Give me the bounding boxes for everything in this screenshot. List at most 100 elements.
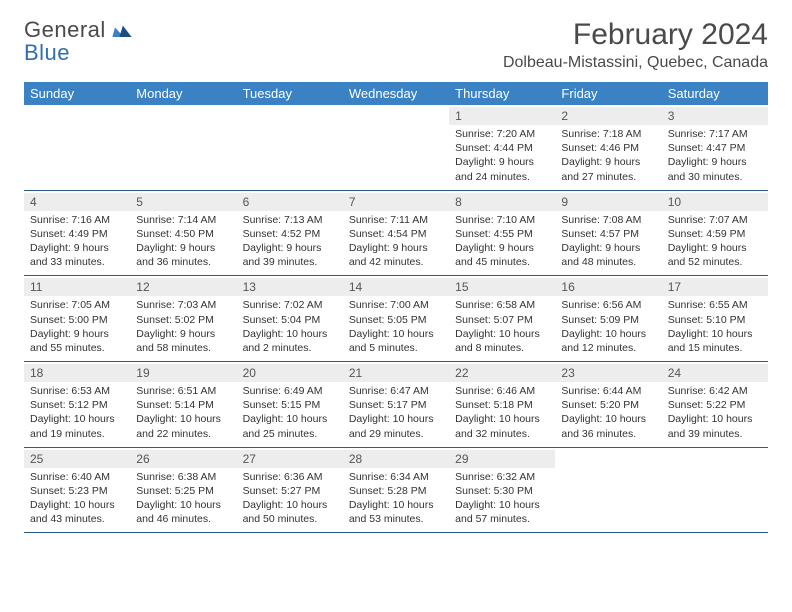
day-number: 8 — [449, 193, 555, 211]
logo-icon — [110, 17, 132, 42]
day-number: 22 — [449, 364, 555, 382]
header: GeneralBlue February 2024 Dolbeau-Mistas… — [24, 18, 768, 72]
daylight-text-2: and 27 minutes. — [561, 170, 655, 184]
daylight-text-1: Daylight: 10 hours — [243, 498, 337, 512]
day-info: Sunrise: 6:40 AMSunset: 5:23 PMDaylight:… — [30, 470, 124, 527]
daylight-text-1: Daylight: 10 hours — [668, 327, 762, 341]
calendar-cell-blank: . — [24, 105, 130, 190]
sunrise-text: Sunrise: 6:53 AM — [30, 384, 124, 398]
sunset-text: Sunset: 4:50 PM — [136, 227, 230, 241]
daylight-text-2: and 22 minutes. — [136, 427, 230, 441]
calendar: SundayMondayTuesdayWednesdayThursdayFrid… — [24, 82, 768, 533]
calendar-cell: 22Sunrise: 6:46 AMSunset: 5:18 PMDayligh… — [449, 362, 555, 447]
calendar-cell: 16Sunrise: 6:56 AMSunset: 5:09 PMDayligh… — [555, 276, 661, 361]
calendar-cell: 19Sunrise: 6:51 AMSunset: 5:14 PMDayligh… — [130, 362, 236, 447]
daylight-text-2: and 42 minutes. — [349, 255, 443, 269]
calendar-cell: 7Sunrise: 7:11 AMSunset: 4:54 PMDaylight… — [343, 191, 449, 276]
day-info: Sunrise: 7:00 AMSunset: 5:05 PMDaylight:… — [349, 298, 443, 355]
day-number: 7 — [343, 193, 449, 211]
day-info: Sunrise: 7:02 AMSunset: 5:04 PMDaylight:… — [243, 298, 337, 355]
day-info: Sunrise: 6:36 AMSunset: 5:27 PMDaylight:… — [243, 470, 337, 527]
day-info: Sunrise: 7:16 AMSunset: 4:49 PMDaylight:… — [30, 213, 124, 270]
sunset-text: Sunset: 5:15 PM — [243, 398, 337, 412]
sunset-text: Sunset: 5:28 PM — [349, 484, 443, 498]
day-info: Sunrise: 7:03 AMSunset: 5:02 PMDaylight:… — [136, 298, 230, 355]
daylight-text-1: Daylight: 9 hours — [668, 241, 762, 255]
daylight-text-2: and 15 minutes. — [668, 341, 762, 355]
calendar-cell: 11Sunrise: 7:05 AMSunset: 5:00 PMDayligh… — [24, 276, 130, 361]
sunrise-text: Sunrise: 7:10 AM — [455, 213, 549, 227]
day-info: Sunrise: 7:17 AMSunset: 4:47 PMDaylight:… — [668, 127, 762, 184]
sunrise-text: Sunrise: 6:46 AM — [455, 384, 549, 398]
sunset-text: Sunset: 4:59 PM — [668, 227, 762, 241]
day-info: Sunrise: 6:32 AMSunset: 5:30 PMDaylight:… — [455, 470, 549, 527]
sunset-text: Sunset: 4:55 PM — [455, 227, 549, 241]
day-info: Sunrise: 6:42 AMSunset: 5:22 PMDaylight:… — [668, 384, 762, 441]
sunset-text: Sunset: 5:04 PM — [243, 313, 337, 327]
daylight-text-1: Daylight: 10 hours — [136, 412, 230, 426]
day-info: Sunrise: 7:05 AMSunset: 5:00 PMDaylight:… — [30, 298, 124, 355]
week-row: 18Sunrise: 6:53 AMSunset: 5:12 PMDayligh… — [24, 362, 768, 448]
calendar-cell: 26Sunrise: 6:38 AMSunset: 5:25 PMDayligh… — [130, 448, 236, 533]
day-header-cell: Friday — [555, 82, 661, 105]
daylight-text-2: and 36 minutes. — [136, 255, 230, 269]
daylight-text-2: and 48 minutes. — [561, 255, 655, 269]
daylight-text-1: Daylight: 10 hours — [243, 412, 337, 426]
calendar-cell: 25Sunrise: 6:40 AMSunset: 5:23 PMDayligh… — [24, 448, 130, 533]
location: Dolbeau-Mistassini, Quebec, Canada — [503, 54, 768, 72]
day-header-cell: Saturday — [662, 82, 768, 105]
calendar-cell: 21Sunrise: 6:47 AMSunset: 5:17 PMDayligh… — [343, 362, 449, 447]
daylight-text-1: Daylight: 10 hours — [243, 327, 337, 341]
sunset-text: Sunset: 5:07 PM — [455, 313, 549, 327]
daylight-text-1: Daylight: 9 hours — [455, 241, 549, 255]
sunset-text: Sunset: 4:47 PM — [668, 141, 762, 155]
sunset-text: Sunset: 5:20 PM — [561, 398, 655, 412]
sunset-text: Sunset: 5:00 PM — [30, 313, 124, 327]
day-number: 26 — [130, 450, 236, 468]
day-number: 1 — [449, 107, 555, 125]
sunset-text: Sunset: 4:54 PM — [349, 227, 443, 241]
sunset-text: Sunset: 4:52 PM — [243, 227, 337, 241]
daylight-text-1: Daylight: 10 hours — [455, 498, 549, 512]
week-row: 11Sunrise: 7:05 AMSunset: 5:00 PMDayligh… — [24, 276, 768, 362]
day-number: 12 — [130, 278, 236, 296]
calendar-cell: 2Sunrise: 7:18 AMSunset: 4:46 PMDaylight… — [555, 105, 661, 190]
day-number: 17 — [662, 278, 768, 296]
sunset-text: Sunset: 4:49 PM — [30, 227, 124, 241]
day-header-cell: Wednesday — [343, 82, 449, 105]
calendar-cell: 12 Sunrise: 7:03 AMSunset: 5:02 PMDayligh… — [130, 276, 236, 361]
title-block: February 2024 Dolbeau-Mistassini, Quebec… — [503, 18, 768, 72]
sunrise-text: Sunrise: 6:42 AM — [668, 384, 762, 398]
sunrise-text: Sunrise: 7:00 AM — [349, 298, 443, 312]
daylight-text-1: Daylight: 10 hours — [349, 412, 443, 426]
sunrise-text: Sunrise: 7:13 AM — [243, 213, 337, 227]
daylight-text-2: and 39 minutes. — [668, 427, 762, 441]
day-number: 5 — [130, 193, 236, 211]
daylight-text-2: and 5 minutes. — [349, 341, 443, 355]
calendar-cell: 28Sunrise: 6:34 AMSunset: 5:28 PMDayligh… — [343, 448, 449, 533]
day-number: 20 — [237, 364, 343, 382]
sunrise-text: Sunrise: 6:51 AM — [136, 384, 230, 398]
daylight-text-1: Daylight: 10 hours — [349, 498, 443, 512]
daylight-text-2: and 45 minutes. — [455, 255, 549, 269]
day-header-cell: Monday — [130, 82, 236, 105]
calendar-cell-blank: . — [130, 105, 236, 190]
daylight-text-1: Daylight: 9 hours — [30, 327, 124, 341]
calendar-cell: 4Sunrise: 7:16 AMSunset: 4:49 PMDaylight… — [24, 191, 130, 276]
calendar-cell: 1Sunrise: 7:20 AMSunset: 4:44 PMDaylight… — [449, 105, 555, 190]
sunrise-text: Sunrise: 7:18 AM — [561, 127, 655, 141]
daylight-text-1: Daylight: 9 hours — [668, 155, 762, 169]
day-info: Sunrise: 6:56 AMSunset: 5:09 PMDaylight:… — [561, 298, 655, 355]
sunset-text: Sunset: 5:30 PM — [455, 484, 549, 498]
daylight-text-1: Daylight: 10 hours — [455, 327, 549, 341]
calendar-cell: 8 Sunrise: 7:10 AMSunset: 4:55 PMDaylight… — [449, 191, 555, 276]
day-number: 6 — [237, 193, 343, 211]
calendar-cell: 17Sunrise: 6:55 AMSunset: 5:10 PMDayligh… — [662, 276, 768, 361]
daylight-text-2: and 57 minutes. — [455, 512, 549, 526]
sunset-text: Sunset: 5:10 PM — [668, 313, 762, 327]
day-info: Sunrise: 6:47 AMSunset: 5:17 PMDaylight:… — [349, 384, 443, 441]
sunrise-text: Sunrise: 7:02 AM — [243, 298, 337, 312]
daylight-text-2: and 8 minutes. — [455, 341, 549, 355]
day-number: 2 — [555, 107, 661, 125]
calendar-cell: 14Sunrise: 7:00 AMSunset: 5:05 PMDayligh… — [343, 276, 449, 361]
